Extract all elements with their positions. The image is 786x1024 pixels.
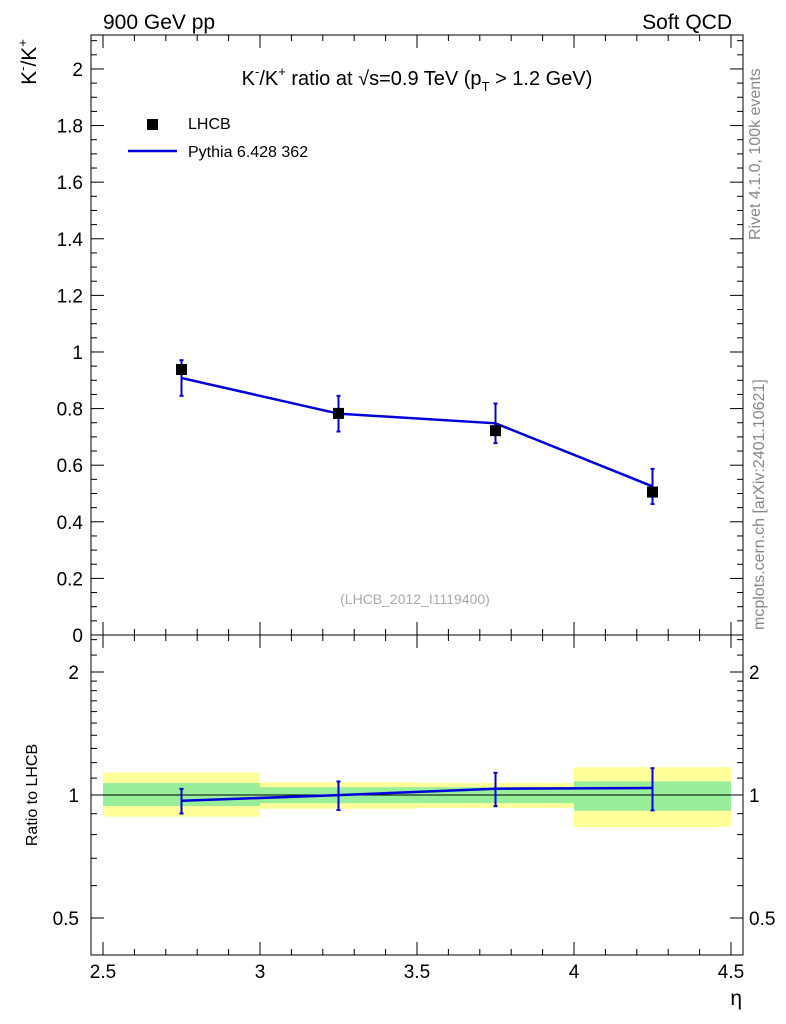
- ratio-axes-ticks: 0.5 0.5 1 1 2 2: [53, 639, 775, 930]
- main-ytick-label: 0: [72, 626, 83, 647]
- legend-marker-lhcb: [147, 119, 158, 130]
- main-ytick-label: 1: [72, 343, 83, 364]
- main-ytick-label: 0.6: [57, 456, 83, 477]
- title-slash: /K: [259, 68, 279, 90]
- ratio-bands: [91, 767, 743, 827]
- analysis-watermark: (LHCB_2012_I1119400): [340, 591, 490, 607]
- ratio-ytick-label-left: 0.5: [53, 909, 79, 930]
- ratio-ytick-label-right: 1: [749, 786, 760, 807]
- title-plus: +: [278, 64, 286, 79]
- ylabel-k1: K: [18, 71, 41, 85]
- main-series: [176, 359, 658, 505]
- main-ytick-label: 1.2: [57, 286, 83, 307]
- data-point: [333, 407, 344, 419]
- main-ytick-label: 0.4: [57, 513, 84, 534]
- ratio-ytick-label-left: 1: [68, 786, 79, 807]
- ratio-mc-line: [181, 786, 653, 803]
- ratio-series: [179, 767, 655, 815]
- x-tick-label: 3: [255, 962, 266, 983]
- ylabel-k2: /K: [18, 47, 41, 67]
- main-ytick-label: 1.4: [57, 230, 84, 251]
- x-label: η: [730, 987, 742, 1010]
- title-s: s=0.9 TeV (p: [369, 68, 481, 90]
- x-tick-label: 3.5: [404, 962, 430, 983]
- header-left: 900 GeV pp: [103, 11, 215, 34]
- ylabel-minus: -: [15, 67, 30, 71]
- main-ytick-label: 1.6: [57, 173, 83, 194]
- header-right: Soft QCD: [642, 11, 732, 34]
- ratio-ytick-label-left: 2: [68, 663, 79, 684]
- mc-line: [181, 376, 653, 488]
- main-title: K-/K+ ratio at √s=0.9 TeV (pT > 1.2 GeV): [242, 64, 593, 94]
- main-axes-ticks: 0 0.2 0.4 0.6 0.8 1 1.2 1.4 1.6 1.8 2 2.5 3 3.5 4 4.5: [57, 35, 744, 983]
- main-ytick-label: 1.8: [57, 117, 83, 138]
- main-ytick-label: 0.8: [57, 400, 83, 421]
- main-ylabel: K-/K+: [15, 39, 41, 85]
- legend-label-lhcb: LHCB: [188, 116, 231, 133]
- title-minus: -: [255, 64, 259, 79]
- legend-label-pythia: Pythia 6.428 362: [188, 144, 308, 161]
- title-sqrt: √: [358, 68, 369, 90]
- x-tick-label: 4.5: [718, 962, 744, 983]
- rivet-label: Rivet 4.1.0, 100k events: [747, 68, 764, 240]
- x-tick-label: 4: [569, 962, 580, 983]
- data-point: [176, 364, 187, 376]
- legend: LHCB Pythia 6.428 362: [128, 116, 308, 161]
- data-point: [490, 425, 501, 437]
- x-tick-label: 2.5: [90, 962, 116, 983]
- main-ytick-label: 2: [72, 60, 83, 81]
- title-sub-t: T: [482, 79, 490, 94]
- data-point: [647, 486, 658, 498]
- title-tail: > 1.2 GeV): [490, 68, 593, 90]
- title-mid: ratio at: [286, 68, 358, 90]
- main-ytick-label: 0.2: [57, 569, 83, 590]
- title-k: K: [242, 68, 256, 90]
- ratio-ytick-label-right: 0.5: [749, 909, 775, 930]
- ratio-ytick-label-right: 2: [749, 663, 760, 684]
- ratio-ylabel: Ratio to LHCB: [24, 744, 41, 846]
- ylabel-plus: +: [15, 39, 30, 47]
- mcplots-label: mcplots.cern.ch [arXiv:2401.10621]: [751, 379, 768, 630]
